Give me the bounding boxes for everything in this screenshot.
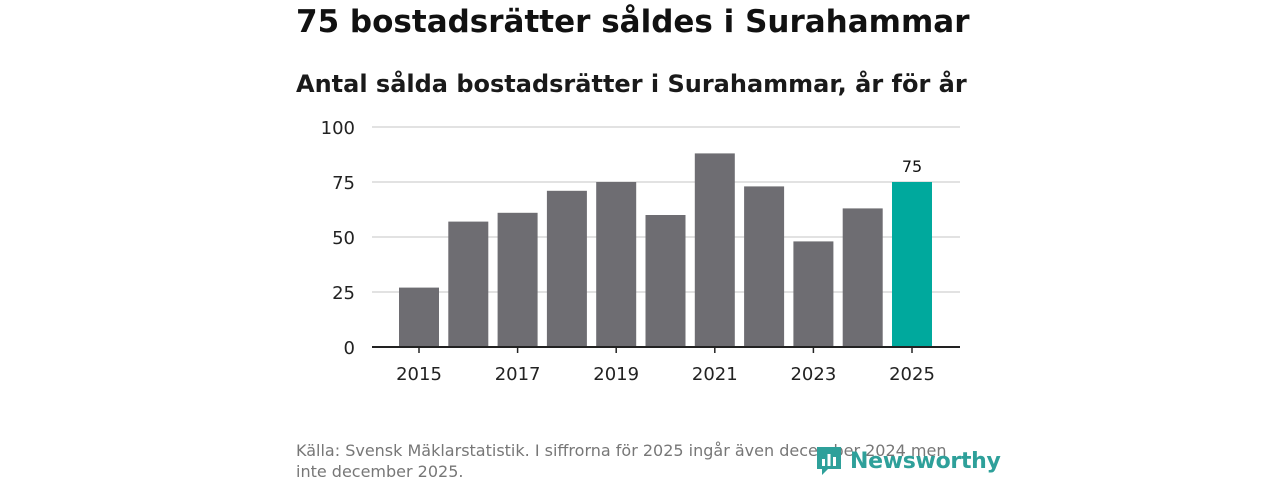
bar [744, 186, 785, 347]
bar [842, 208, 883, 347]
bar [596, 182, 637, 347]
data-label: 75 [902, 157, 922, 176]
chart-headline: 75 bostadsrätter såldes i Surahammar [296, 4, 970, 40]
y-tick-label: 75 [332, 173, 355, 194]
y-tick-label: 25 [332, 283, 355, 304]
newsworthy-logo: Newsworthy [814, 444, 1001, 478]
logo-text: Newsworthy [850, 448, 1001, 474]
y-tick-label: 0 [344, 338, 355, 359]
bar [497, 212, 538, 347]
bar [399, 287, 439, 347]
x-tick-label: 2021 [692, 364, 738, 385]
source-note: Källa: Svensk Mäklarstatistik. I siffror… [296, 441, 947, 481]
y-tick-label: 50 [332, 228, 355, 249]
chart-subtitle: Antal sålda bostadsrätter i Surahammar, … [296, 70, 967, 98]
newsworthy-logo-icon [817, 447, 841, 475]
bar [546, 190, 587, 347]
x-tick-label: 2025 [889, 364, 935, 385]
bar [793, 241, 834, 347]
bar [448, 221, 489, 347]
x-tick-label: 2019 [593, 364, 639, 385]
x-tick-label: 2015 [396, 364, 442, 385]
y-tick-label: 100 [321, 118, 355, 139]
bar-chart: 0 25 50 75 100 75 2015 2017 2019 2021 2023 2025 [321, 118, 960, 385]
x-tick-label: 2017 [495, 364, 541, 385]
bar [694, 153, 735, 347]
bar [645, 215, 686, 347]
x-tick-label: 2023 [790, 364, 836, 385]
bar-highlight [892, 182, 932, 347]
